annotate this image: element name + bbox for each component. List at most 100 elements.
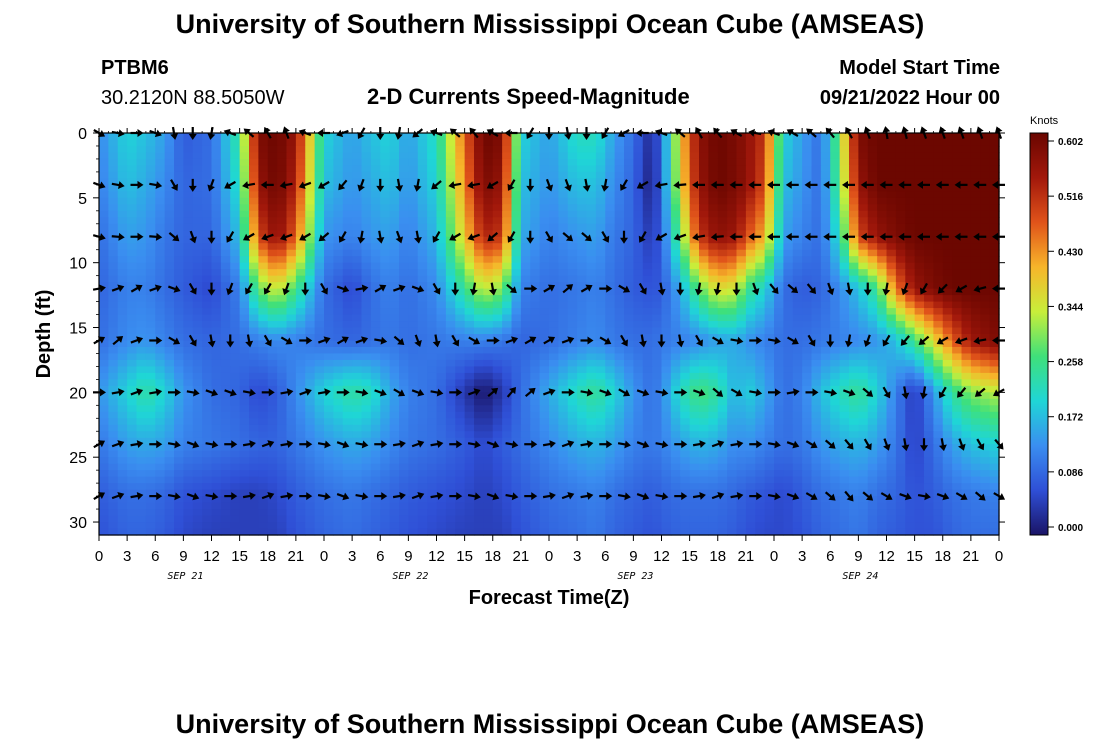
heatmap-cell [352, 145, 363, 154]
heatmap-cell [830, 256, 841, 264]
heatmap-cell [239, 275, 250, 283]
heatmap-cell [436, 346, 447, 355]
heatmap-cell [220, 301, 231, 309]
heatmap-cell [502, 269, 513, 277]
heatmap-cell [933, 353, 944, 361]
heatmap-cell [333, 197, 344, 205]
heatmap-cell [708, 418, 719, 426]
heatmap-cell [699, 321, 709, 329]
heatmap-cell [699, 184, 709, 192]
heatmap-cell [577, 314, 588, 322]
heatmap-cell [708, 178, 719, 186]
heatmap-cell [624, 256, 634, 264]
heatmap-cell [774, 437, 784, 445]
heatmap-cell [183, 275, 194, 283]
heatmap-cell [549, 184, 559, 192]
heatmap-cell [99, 288, 109, 296]
heatmap-cell [192, 372, 203, 380]
heatmap-cell [792, 133, 803, 141]
heatmap-cell [474, 236, 484, 244]
heatmap-cell [792, 282, 803, 290]
heatmap-cell [764, 431, 775, 439]
heatmap-cell [839, 385, 850, 393]
heatmap-cell [427, 353, 438, 361]
heatmap-cell [286, 411, 297, 419]
heatmap-cell [755, 210, 766, 218]
heatmap-cell [108, 424, 119, 432]
heatmap-cell [858, 334, 869, 342]
heatmap-cell [249, 444, 259, 452]
heatmap-cell [286, 405, 297, 413]
heatmap-cell [642, 210, 653, 218]
heatmap-cell [127, 301, 138, 309]
heatmap-cell [820, 334, 831, 342]
heatmap-cell [445, 165, 456, 173]
heatmap-cell [314, 269, 325, 277]
heatmap-cell [717, 275, 728, 283]
heatmap-cell [614, 184, 625, 192]
heatmap-cell [314, 262, 325, 270]
heatmap-cell [689, 372, 700, 380]
heatmap-cell [886, 262, 897, 270]
heatmap-cell [530, 275, 541, 283]
heatmap-cell [220, 314, 231, 322]
heatmap-cell [380, 314, 391, 322]
heatmap-cell [108, 171, 119, 179]
heatmap-cell [614, 301, 625, 309]
heatmap-cell [539, 282, 550, 290]
heatmap-cell [520, 275, 531, 283]
heatmap-cell [558, 398, 569, 406]
heatmap-cell [567, 392, 578, 400]
heatmap-cell [708, 223, 719, 231]
heatmap-cell [905, 301, 916, 309]
heatmap-cell [502, 197, 513, 205]
heatmap-cell [258, 327, 269, 335]
heatmap-cell [952, 158, 963, 167]
heatmap-cell [202, 321, 213, 329]
heatmap-cell [849, 321, 859, 329]
heatmap-cell [220, 372, 231, 380]
heatmap-cell [389, 223, 400, 231]
heatmap-cell [305, 398, 316, 406]
heatmap-cell [867, 431, 878, 439]
heatmap-cell [530, 243, 541, 251]
heatmap-cell [324, 444, 334, 452]
heatmap-cell [774, 249, 784, 257]
heatmap-cell [530, 372, 541, 380]
heatmap-cell [155, 171, 166, 179]
heatmap-cell [352, 366, 363, 374]
heatmap-cell [558, 210, 569, 218]
heatmap-cell [324, 217, 334, 225]
heatmap-cell [164, 405, 175, 413]
heatmap-cell [980, 275, 991, 283]
heatmap-cell [811, 295, 822, 303]
heatmap-cell [455, 457, 466, 465]
heatmap-cell [980, 210, 991, 218]
heatmap-cell [970, 405, 981, 413]
heatmap-cell [577, 158, 588, 167]
heatmap-cell [502, 308, 513, 316]
heatmap-cell [192, 171, 203, 179]
heatmap-cell [577, 372, 588, 380]
heatmap-cell [230, 314, 241, 322]
heatmap-cell [745, 217, 756, 225]
heatmap-cell [727, 152, 738, 160]
heatmap-cell [652, 217, 663, 225]
heatmap-cell [670, 431, 681, 439]
heatmap-cell [895, 230, 906, 238]
heatmap-cell [230, 327, 241, 335]
heatmap-cell [136, 133, 147, 141]
heatmap-cell [961, 243, 972, 251]
heatmap-cell [211, 372, 222, 380]
heatmap-cell [399, 210, 409, 218]
heatmap-cell [314, 463, 325, 471]
heatmap-cell [417, 411, 428, 419]
heatmap-cell [202, 463, 213, 471]
heatmap-cell [183, 191, 194, 199]
heatmap-cell [136, 262, 147, 270]
heatmap-cell [755, 463, 766, 471]
heatmap-cell [277, 314, 288, 322]
heatmap-cell [145, 379, 156, 387]
heatmap-cell [577, 145, 588, 154]
heatmap-cell [970, 372, 981, 380]
